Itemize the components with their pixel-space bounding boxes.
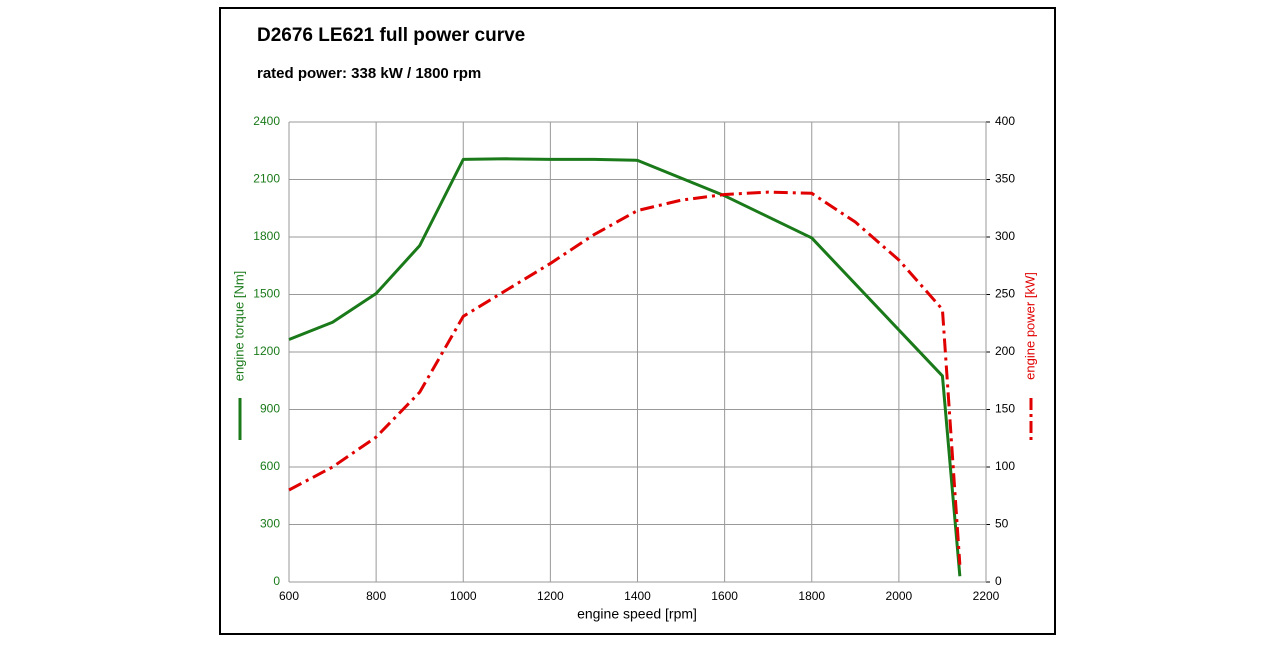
y2-tick-label: 350 (995, 172, 1015, 186)
series-line (288, 190, 962, 565)
y2-tick-label: 400 (995, 114, 1015, 128)
x-tick-label: 2000 (886, 589, 913, 603)
y-tick-label: 600 (260, 459, 280, 473)
x-axis-label: engine speed [rpm] (577, 606, 697, 622)
y-tick-label: 1800 (253, 229, 280, 243)
y-tick-label: 900 (260, 402, 280, 416)
y2-tick-label: 50 (995, 517, 1009, 531)
y-tick-label: 2400 (253, 114, 280, 128)
y2-tick-label: 150 (995, 402, 1015, 416)
y2-axis-label: engine power [kW] (1022, 272, 1037, 380)
y2-tick-label: 200 (995, 344, 1015, 358)
x-tick-label: 600 (279, 589, 299, 603)
chart-subtitle: rated power: 338 kW / 1800 rpm (257, 65, 481, 82)
y-tick-label: 1500 (253, 287, 280, 301)
y-axis-label: engine torque [Nm] (231, 271, 246, 382)
frame (219, 7, 1056, 635)
y-tick-label: 1200 (253, 344, 280, 358)
y2-tick-label: 250 (995, 287, 1015, 301)
x-tick-label: 1600 (711, 589, 738, 603)
y2-tick-label: 100 (995, 459, 1015, 473)
x-tick-label: 2200 (973, 589, 1000, 603)
chart-title: D2676 LE621 full power curve (257, 25, 525, 46)
series-line (288, 157, 962, 577)
x-tick-label: 1200 (537, 589, 564, 603)
x-tick-label: 1000 (450, 589, 477, 603)
x-tick-label: 800 (366, 589, 386, 603)
y-tick-label: 0 (273, 574, 280, 588)
x-tick-label: 1800 (798, 589, 825, 603)
y2-tick-label: 0 (995, 574, 1002, 588)
y-tick-label: 300 (260, 517, 280, 531)
y-tick-label: 2100 (253, 172, 280, 186)
x-tick-label: 1400 (624, 589, 651, 603)
y2-tick-label: 300 (995, 229, 1015, 243)
